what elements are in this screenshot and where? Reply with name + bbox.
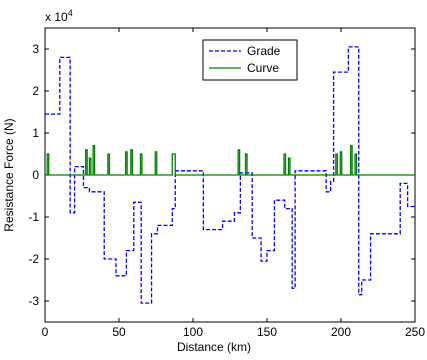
x-tick-label: 50 [112, 325, 126, 339]
x-tick-label: 150 [257, 325, 277, 339]
data-line [45, 46, 415, 304]
y-tick-label: -1 [28, 210, 39, 224]
x-tick-label: 100 [183, 325, 203, 339]
y-tick-label: -2 [28, 252, 39, 266]
legend-box [202, 39, 298, 81]
x-tick-label: 0 [42, 325, 49, 339]
multiplier-base: x 10 [45, 10, 68, 24]
x-axis-label: Distance (km) [177, 340, 251, 354]
data-line [45, 144, 415, 176]
y-axis-label: Resistance Force (N) [2, 118, 16, 231]
y-tick-label: 1 [32, 126, 39, 140]
y-multiplier: x 104 [45, 8, 73, 24]
y-tick-label: 2 [32, 84, 39, 98]
y-tick-label: 3 [32, 42, 39, 56]
x-tick-label: 250 [405, 325, 425, 339]
legend-label: Grade [247, 44, 281, 58]
legend-label: Curve [247, 61, 279, 75]
y-tick-label: -3 [28, 294, 39, 308]
y-tick-label: 0 [32, 168, 39, 182]
x-tick-label: 200 [331, 325, 351, 339]
multiplier-exponent: 4 [68, 8, 73, 18]
